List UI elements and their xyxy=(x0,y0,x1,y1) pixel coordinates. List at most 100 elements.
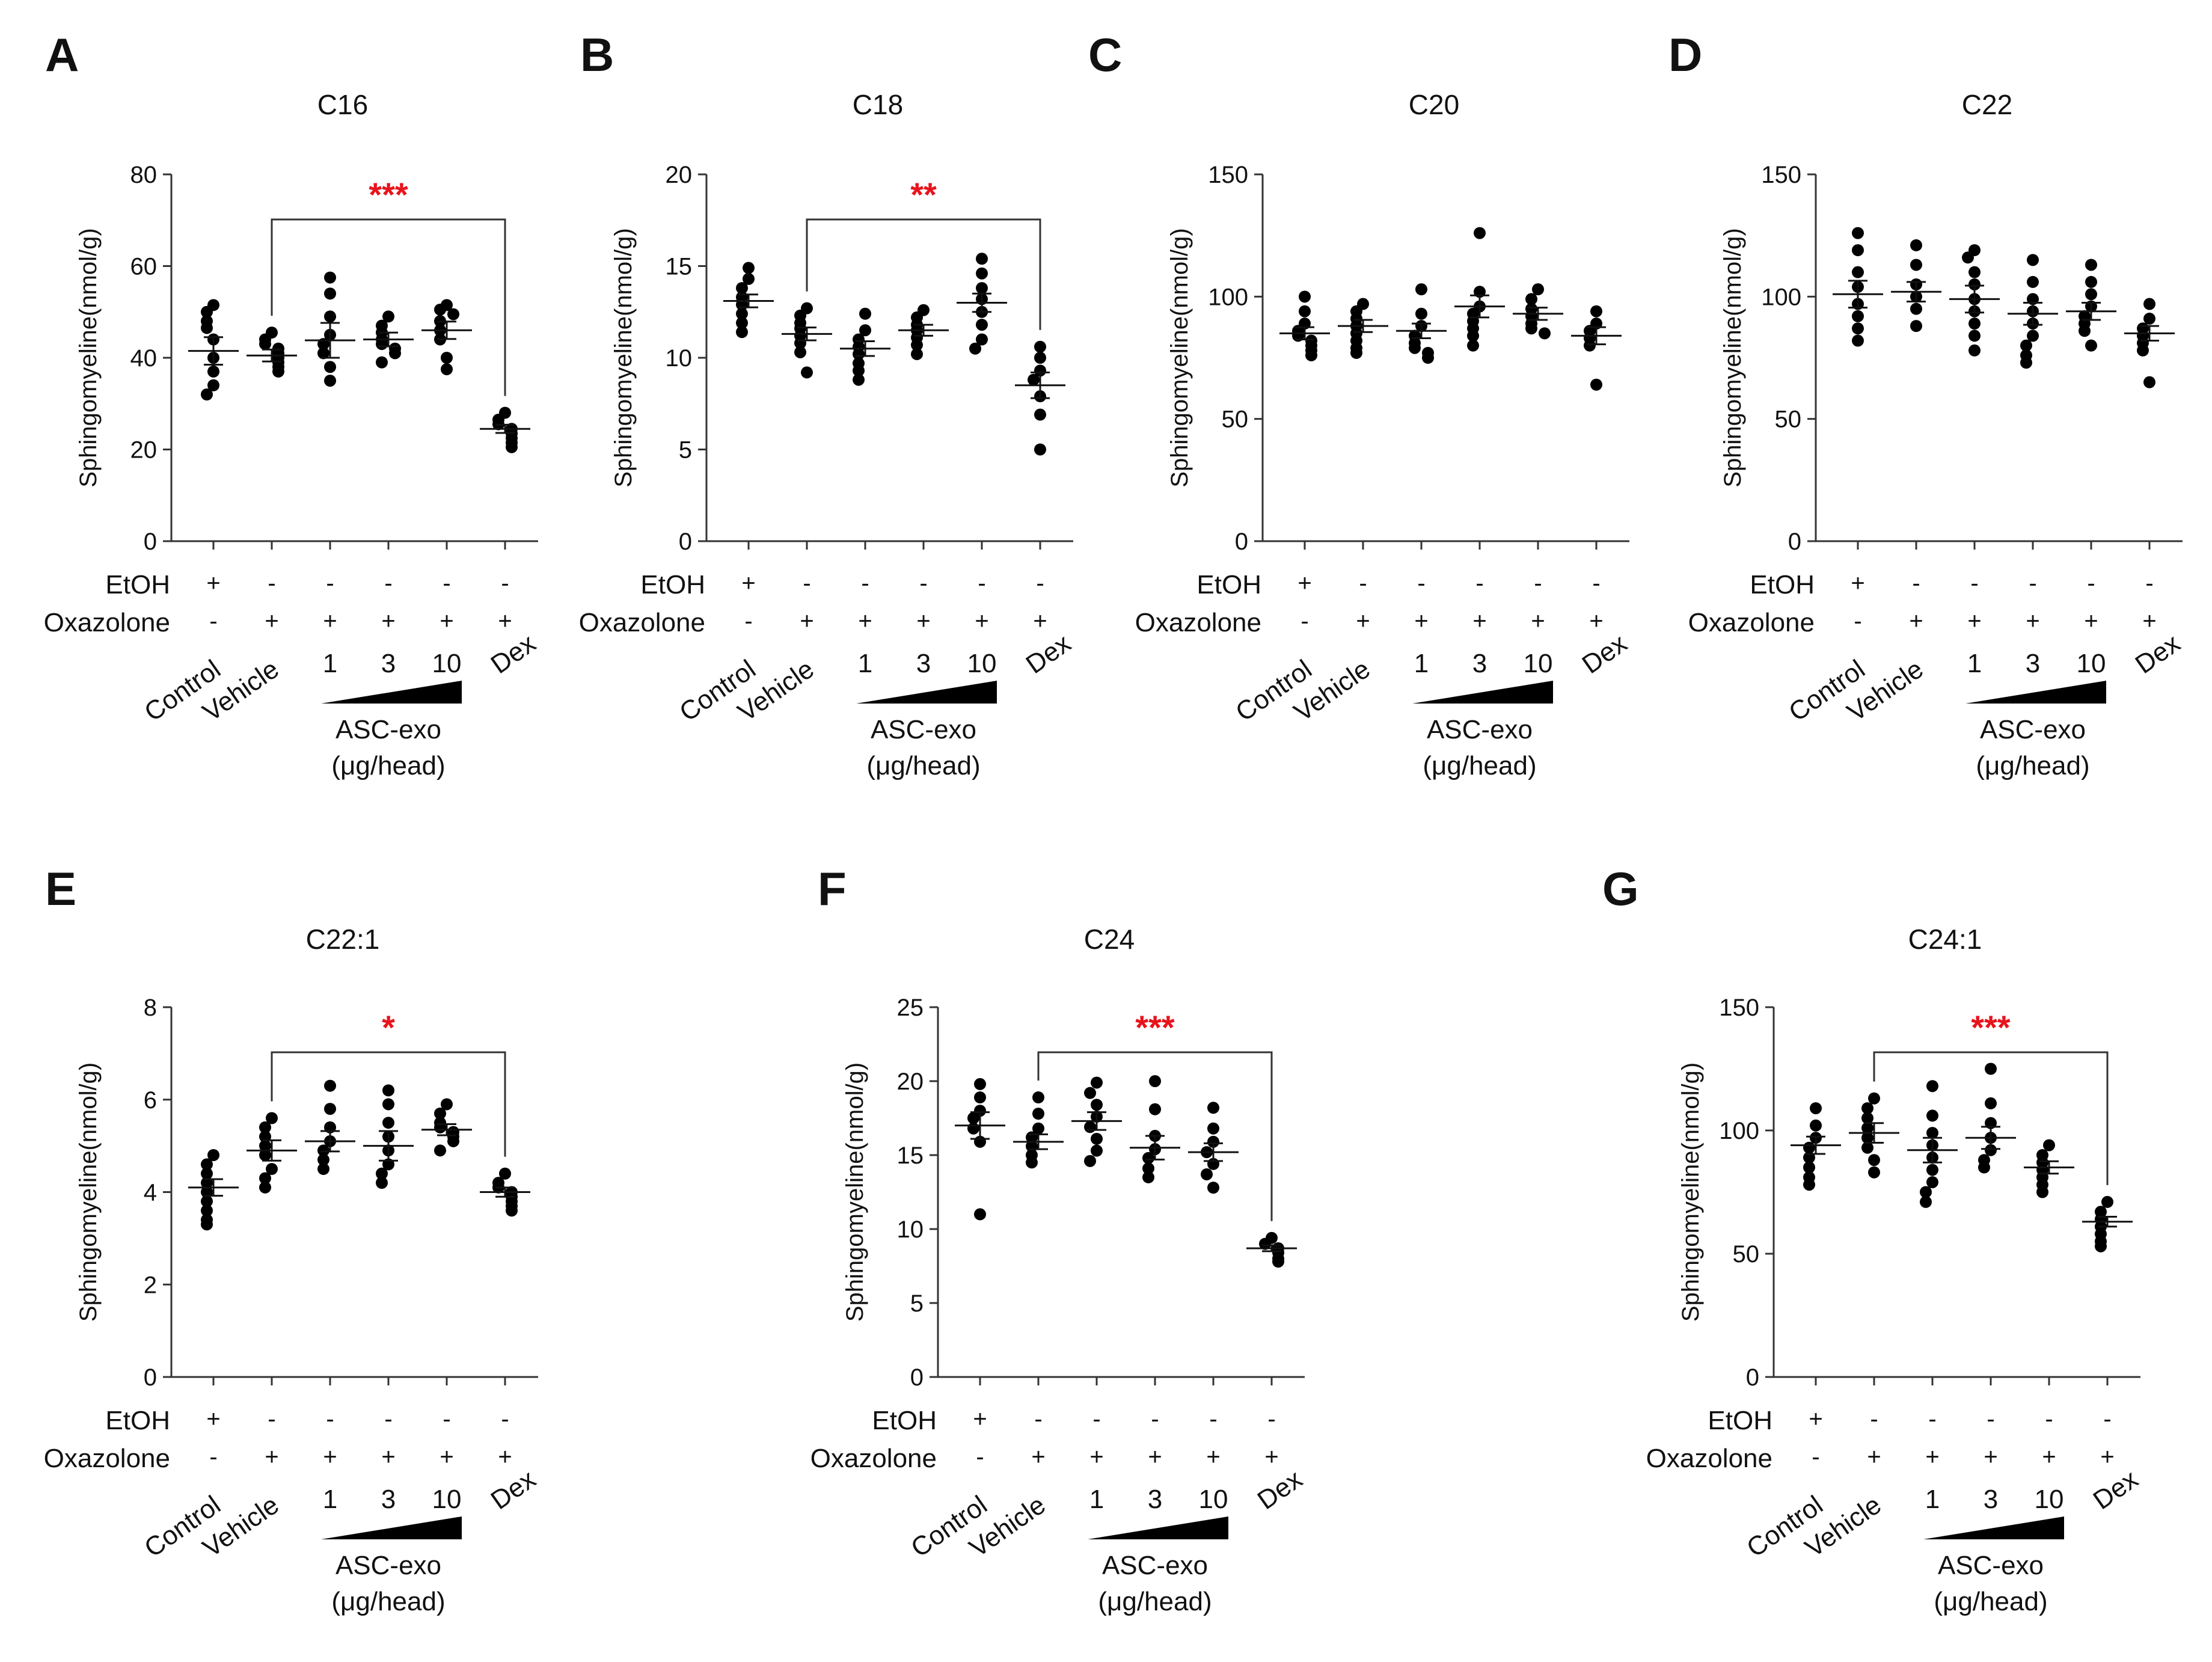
data-point xyxy=(447,308,459,320)
etoh-sign: - xyxy=(1267,1406,1275,1432)
data-point xyxy=(1926,1109,1938,1122)
data-point xyxy=(447,1135,459,1147)
group-label: Dex xyxy=(2088,1464,2143,1515)
data-point xyxy=(976,282,988,295)
data-point xyxy=(324,1079,336,1092)
oxazolone-sign: - xyxy=(1812,1444,1819,1470)
y-tick-label: 5 xyxy=(910,1290,924,1317)
oxazolone-sign: + xyxy=(1472,608,1486,634)
data-point xyxy=(967,1122,979,1135)
data-point xyxy=(2027,254,2039,266)
oxazolone-sign: + xyxy=(2042,1444,2056,1470)
significance-marker: *** xyxy=(1971,1008,2011,1046)
data-point xyxy=(974,1208,986,1221)
significance-bracket xyxy=(271,218,506,396)
oxazolone-sign: + xyxy=(440,1444,453,1470)
data-point xyxy=(207,365,219,378)
significance-bracket xyxy=(1037,1051,1273,1221)
data-point xyxy=(259,1149,271,1161)
dose-wedge xyxy=(1088,1516,1228,1539)
data-point xyxy=(1032,1108,1044,1120)
dose-label: 3 xyxy=(916,649,931,678)
asc-exo-label: ASC-exo xyxy=(871,715,976,744)
y-axis-label: Sphingomyeline(nmol/g) xyxy=(842,1063,868,1322)
data-point xyxy=(1034,364,1046,377)
data-point xyxy=(1861,1132,1873,1144)
data-point xyxy=(259,1121,271,1133)
y-axis-label: Sphingomyeline(nmol/g) xyxy=(1166,228,1193,487)
group-label: Dex xyxy=(1021,628,1076,679)
data-point xyxy=(259,1139,271,1152)
panel-A: A C16 0 20 40 60 80 Sphingomyeline(nmol/g) *** Et… xyxy=(44,28,541,780)
data-point xyxy=(2027,275,2039,288)
group-label: Dex xyxy=(2130,628,2186,679)
panel-title: C18 xyxy=(853,89,903,120)
data-point xyxy=(1926,1164,1938,1176)
data-point xyxy=(317,347,329,360)
data-point xyxy=(506,441,518,453)
oxazolone-sign: + xyxy=(1148,1444,1162,1470)
data-point xyxy=(1803,1161,1815,1174)
dose-label: 10 xyxy=(2035,1485,2064,1514)
etoh-row-label: EtOH xyxy=(1708,1406,1772,1435)
y-tick-label: 150 xyxy=(1208,162,1248,188)
panel-letter: F xyxy=(818,862,847,915)
data-point xyxy=(2101,1195,2113,1208)
etoh-row-label: EtOH xyxy=(1750,570,1815,599)
data-point xyxy=(1299,305,1311,317)
data-point xyxy=(2085,259,2097,271)
y-tick-label: 150 xyxy=(1719,995,1759,1021)
data-point xyxy=(1467,330,1479,342)
oxazolone-sign: + xyxy=(265,1444,278,1470)
oxazolone-sign: + xyxy=(1031,1444,1045,1470)
y-tick-label: 5 xyxy=(679,437,692,464)
etoh-sign: - xyxy=(326,570,334,596)
oxazolone-row-label: Oxazolone xyxy=(1135,608,1261,637)
data-point xyxy=(974,1091,986,1104)
etoh-sign: - xyxy=(1209,1406,1217,1432)
data-point xyxy=(2143,298,2155,310)
dose-label: 1 xyxy=(1089,1485,1104,1514)
data-point xyxy=(1985,1097,1997,1109)
data-point xyxy=(266,1163,278,1176)
panel-letter: C xyxy=(1088,28,1122,81)
oxazolone-sign: + xyxy=(323,608,337,634)
oxazolone-row-label: Oxazolone xyxy=(579,608,705,637)
asc-exo-unit-label: (μg/head) xyxy=(331,1587,445,1616)
data-point xyxy=(434,1144,446,1157)
data-point xyxy=(1926,1176,1938,1189)
data-point xyxy=(434,1121,446,1133)
data-point xyxy=(1091,1132,1103,1145)
data-point xyxy=(853,364,865,377)
oxazolone-row-label: Oxazolone xyxy=(1646,1444,1772,1473)
panel-letter: D xyxy=(1668,28,1702,81)
data-point xyxy=(969,342,981,355)
oxazolone-sign: + xyxy=(498,608,512,634)
data-point xyxy=(859,324,871,337)
etoh-sign: - xyxy=(268,570,275,596)
data-point xyxy=(736,317,748,330)
data-point xyxy=(1962,251,1974,264)
panel-C: C C20 0 50 100 150 Sphingomyeline(nmol/g) EtOH O… xyxy=(1088,28,1632,780)
etoh-sign: - xyxy=(1475,570,1483,596)
etoh-sign: - xyxy=(1987,1406,1994,1432)
panel-title: C20 xyxy=(1409,89,1459,120)
data-point xyxy=(1084,1155,1096,1167)
etoh-sign: - xyxy=(2145,570,2153,596)
oxazolone-sign: + xyxy=(1589,608,1603,634)
data-point xyxy=(441,352,453,364)
significance-marker: *** xyxy=(369,176,408,213)
oxazolone-sign: + xyxy=(1867,1444,1881,1470)
data-point xyxy=(506,1204,518,1217)
dose-label: 1 xyxy=(858,649,872,678)
oxazolone-sign: + xyxy=(1925,1444,1939,1470)
y-tick-label: 50 xyxy=(1222,406,1249,433)
data-point xyxy=(201,1167,213,1180)
data-point xyxy=(2095,1240,2107,1253)
data-point xyxy=(1142,1171,1154,1183)
dose-label: 3 xyxy=(1984,1485,1998,1514)
dose-wedge xyxy=(321,1516,462,1539)
data-point xyxy=(1028,373,1040,386)
data-point xyxy=(382,310,394,323)
etoh-sign: - xyxy=(501,570,509,596)
